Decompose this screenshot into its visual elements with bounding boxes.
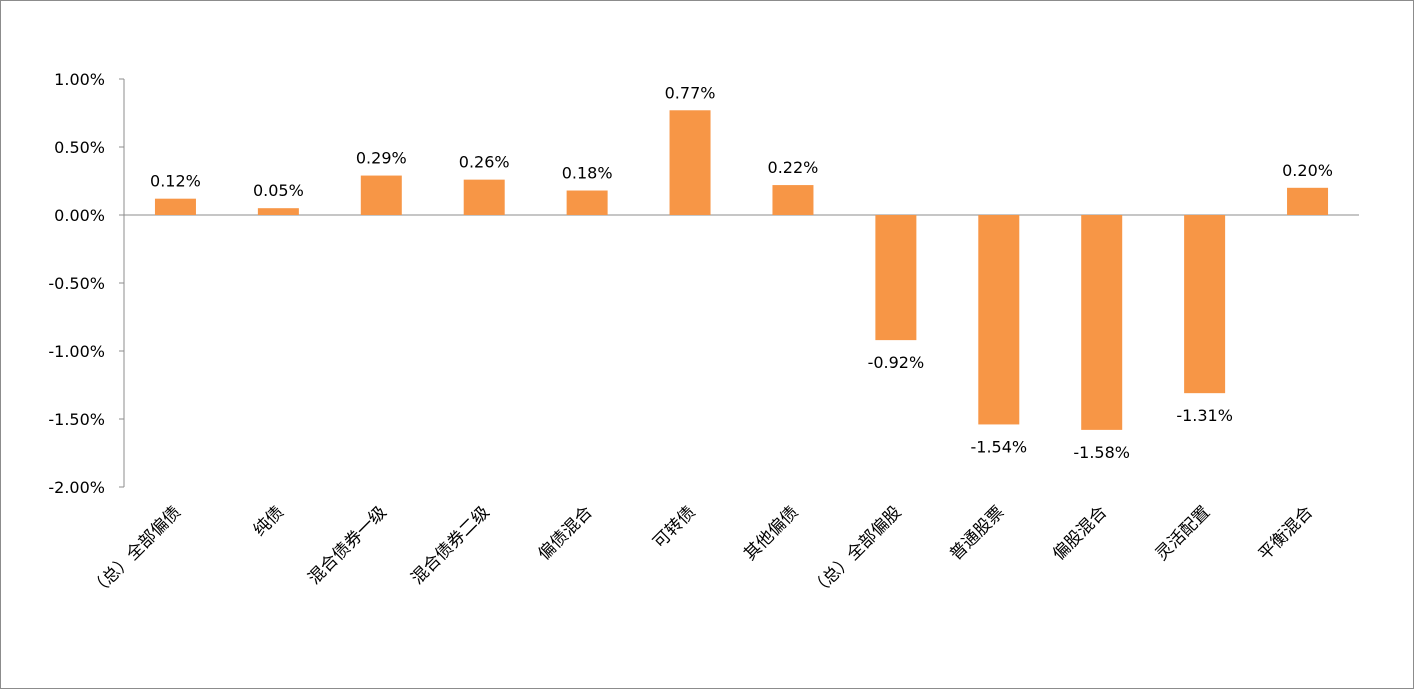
category-label: 可转债: [649, 502, 699, 552]
category-label: 偏债混合: [534, 502, 596, 564]
data-label: 0.26%: [459, 153, 510, 172]
bar: [154, 198, 196, 215]
data-label: -0.92%: [868, 353, 925, 372]
category-label: 偏股混合: [1049, 502, 1111, 564]
data-label: -1.58%: [1073, 443, 1130, 462]
data-label: 0.20%: [1282, 161, 1333, 180]
y-axis: 1.00% 0.50% 0.00% -0.50% -1.00% -1.50% -2.00%: [48, 70, 1359, 497]
data-label: 0.18%: [562, 164, 613, 183]
bar: [257, 208, 299, 215]
x-axis-categories: （总）全部偏债 纯债 混合债券一级 混合债券二级 偏债混合 可转债 其他偏债 （总）全部偏股普…: [87, 502, 1317, 600]
y-tick-label: 1.00%: [54, 70, 105, 89]
data-label: 0.29%: [356, 149, 407, 168]
bar: [1081, 215, 1123, 430]
data-label: 0.77%: [665, 83, 716, 102]
category-label: 普通股票: [946, 502, 1008, 564]
y-tick-label: -2.00%: [48, 478, 105, 497]
y-tick-label: -1.50%: [48, 410, 105, 429]
data-label: 0.12%: [150, 172, 201, 191]
bar: [360, 175, 402, 215]
category-label: 纯债: [250, 502, 288, 540]
bar: [566, 190, 608, 215]
bar: [1287, 187, 1329, 215]
bar: [1184, 215, 1226, 394]
data-label: -1.31%: [1176, 406, 1233, 425]
bar: [463, 179, 505, 215]
category-label: 混合债券一级: [305, 502, 391, 588]
y-tick-label: 0.00%: [54, 206, 105, 225]
data-labels: 0.12% 0.05% 0.29% 0.26% 0.18% 0.77% 0.22% -0.92…: [150, 83, 1333, 462]
bar: [875, 215, 917, 341]
y-tick-label: -1.00%: [48, 342, 105, 361]
y-tick-label: -0.50%: [48, 274, 105, 293]
category-label: 混合债券二级: [407, 502, 493, 588]
y-tick-label: 0.50%: [54, 138, 105, 157]
category-label: （总）全部偏股: [807, 502, 905, 600]
bar: [978, 215, 1020, 425]
data-label: 0.22%: [768, 158, 819, 177]
bars: [154, 110, 1329, 430]
category-label: 灵活配置: [1152, 502, 1214, 564]
category-label: 平衡混合: [1255, 502, 1317, 564]
category-label: 其他偏债: [740, 502, 802, 564]
data-label: 0.05%: [253, 181, 304, 200]
data-label: -1.54%: [970, 437, 1027, 456]
bar: [772, 185, 814, 215]
bar: [669, 110, 711, 215]
category-label: （总）全部偏债: [87, 502, 185, 600]
